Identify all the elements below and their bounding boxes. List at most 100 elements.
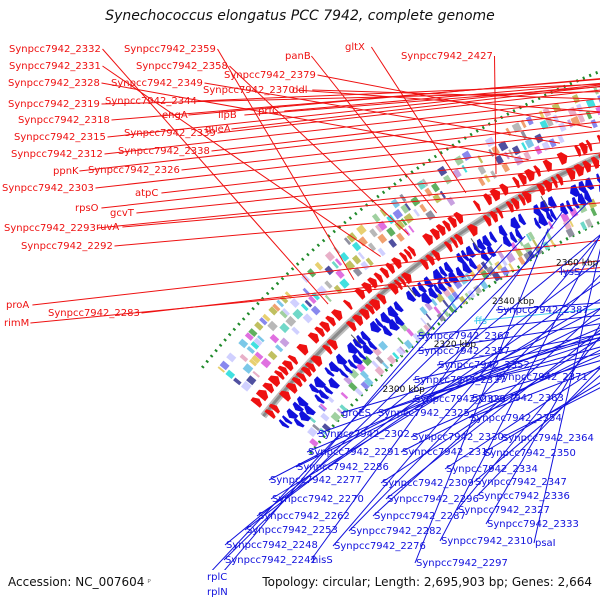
forward-gene-arrow[interactable] — [585, 139, 593, 152]
reverse-gene-arrow[interactable] — [509, 231, 518, 244]
reverse-gene-arrow[interactable] — [382, 325, 393, 337]
forward-gene-arrow[interactable] — [277, 365, 289, 376]
reverse-gene-arrow[interactable] — [572, 196, 580, 209]
reverse-gene-arrow[interactable] — [545, 210, 554, 223]
reverse-gene-label[interactable]: Synpcc7942_2325 — [378, 408, 470, 419]
reverse-gene-label[interactable]: Synpcc7942_2248 — [226, 540, 318, 551]
forward-gene-arrow[interactable] — [342, 299, 353, 310]
reverse-gene-arrow[interactable] — [322, 384, 334, 395]
forward-gene-label[interactable]: Synpcc7942_2358 — [136, 61, 228, 72]
forward-gene-arrow[interactable] — [379, 267, 390, 279]
forward-gene-arrow[interactable] — [268, 403, 280, 414]
forward-gene-arrow[interactable] — [319, 321, 331, 333]
reverse-gene-label[interactable]: ffs — [475, 316, 487, 327]
reverse-gene-arrow[interactable] — [549, 208, 558, 221]
forward-gene-arrow[interactable] — [291, 377, 303, 388]
reverse-gene-arrow[interactable] — [297, 396, 309, 407]
forward-gene-arrow[interactable] — [326, 339, 338, 351]
forward-gene-arrow[interactable] — [305, 362, 316, 373]
reverse-gene-arrow[interactable] — [299, 410, 311, 422]
reverse-gene-label[interactable]: Synpcc7942_2350 — [484, 448, 576, 459]
reverse-gene-arrow[interactable] — [421, 291, 433, 304]
forward-gene-label[interactable]: Synpcc7942_2344 — [105, 96, 197, 107]
forward-gene-arrow[interactable] — [364, 303, 375, 315]
reverse-gene-arrow[interactable] — [456, 252, 466, 265]
reverse-gene-label[interactable]: Synpcc7942_2282 — [350, 526, 442, 537]
reverse-gene-label[interactable]: rplN — [207, 587, 228, 598]
reverse-gene-label[interactable]: Synpcc7942_2363 — [472, 393, 564, 404]
reverse-gene-arrow[interactable] — [347, 359, 358, 369]
reverse-gene-arrow[interactable] — [443, 261, 454, 274]
reverse-gene-label[interactable]: rplC — [207, 572, 227, 583]
forward-gene-label[interactable]: engA — [162, 110, 188, 121]
forward-gene-label[interactable]: ppnK — [53, 166, 79, 177]
reverse-gene-label[interactable]: Synpcc7942_2327 — [458, 505, 550, 516]
forward-gene-arrow[interactable] — [407, 245, 417, 257]
forward-gene-label[interactable]: Synpcc7942_2427 — [401, 51, 493, 62]
reverse-gene-arrow[interactable] — [538, 213, 549, 227]
forward-gene-label[interactable]: lipB — [218, 110, 237, 121]
pin-icon[interactable]: ᴾ — [147, 579, 151, 589]
forward-gene-arrow[interactable] — [521, 191, 532, 204]
reverse-gene-arrow[interactable] — [360, 330, 371, 342]
reverse-gene-label[interactable]: Synpcc7942_2333 — [487, 519, 579, 530]
forward-gene-arrow[interactable] — [489, 188, 501, 202]
forward-gene-label[interactable]: Synpcc7942_2303 — [2, 183, 94, 194]
forward-gene-arrow[interactable] — [376, 293, 387, 305]
forward-gene-arrow[interactable] — [354, 288, 366, 300]
forward-gene-label[interactable]: Synpcc7942_2338 — [118, 146, 210, 157]
reverse-gene-arrow[interactable] — [433, 268, 444, 282]
forward-gene-arrow[interactable] — [373, 272, 384, 284]
forward-gene-arrow[interactable] — [262, 382, 275, 394]
forward-gene-arrow[interactable] — [419, 258, 429, 271]
reverse-gene-arrow[interactable] — [540, 200, 551, 213]
forward-gene-arrow[interactable] — [447, 216, 457, 229]
reverse-gene-arrow[interactable] — [518, 213, 527, 226]
reverse-gene-arrow[interactable] — [352, 338, 363, 349]
reverse-gene-label[interactable]: Synpcc7942_2337 — [414, 375, 506, 386]
reverse-gene-arrow[interactable] — [411, 286, 422, 298]
reverse-gene-arrow[interactable] — [292, 401, 304, 412]
forward-gene-arrow[interactable] — [274, 370, 285, 380]
reverse-gene-arrow[interactable] — [387, 305, 399, 318]
forward-gene-arrow[interactable] — [345, 320, 357, 332]
reverse-gene-arrow[interactable] — [356, 350, 367, 360]
reverse-gene-arrow[interactable] — [482, 234, 492, 247]
forward-gene-arrow[interactable] — [442, 220, 452, 232]
forward-gene-label[interactable]: gcvT — [110, 208, 135, 219]
reverse-gene-arrow[interactable] — [352, 353, 363, 365]
forward-gene-arrow[interactable] — [310, 355, 323, 367]
reverse-gene-label[interactable]: lysS — [560, 267, 580, 278]
forward-gene-arrow[interactable] — [403, 248, 413, 260]
forward-gene-label[interactable]: Synpcc7942_2379 — [224, 70, 316, 81]
reverse-gene-label[interactable]: hisS — [312, 555, 333, 566]
reverse-gene-arrow[interactable] — [423, 276, 434, 288]
reverse-gene-label[interactable]: Synpcc7942_2302 — [318, 429, 410, 440]
reverse-gene-label[interactable]: groES — [342, 408, 371, 419]
reverse-gene-arrow[interactable] — [314, 376, 326, 388]
reverse-gene-label[interactable]: Synpcc7942_2336 — [478, 491, 570, 502]
forward-gene-arrow[interactable] — [397, 276, 407, 287]
reverse-gene-label[interactable]: Synpcc7942_2291 — [308, 447, 400, 458]
reverse-gene-arrow[interactable] — [367, 339, 378, 350]
forward-gene-arrow[interactable] — [287, 354, 299, 365]
forward-gene-label[interactable]: prfC — [258, 106, 279, 117]
reverse-gene-label[interactable]: Synpcc7942_2354 — [470, 413, 562, 424]
forward-gene-arrow[interactable] — [596, 134, 600, 147]
forward-gene-label[interactable]: Synpcc7942_2331 — [9, 61, 101, 72]
reverse-gene-arrow[interactable] — [380, 311, 392, 324]
reverse-gene-label[interactable]: Synpcc7942_2371 — [496, 372, 588, 383]
forward-gene-label[interactable]: Synpcc7942_2326 — [88, 165, 180, 176]
reverse-gene-arrow[interactable] — [510, 216, 521, 230]
reverse-gene-arrow[interactable] — [278, 419, 290, 429]
reverse-gene-arrow[interactable] — [476, 238, 487, 251]
reverse-gene-arrow[interactable] — [336, 353, 348, 366]
forward-gene-label[interactable]: Synpcc7942_2292 — [21, 241, 113, 252]
reverse-gene-arrow[interactable] — [487, 245, 497, 257]
forward-gene-arrow[interactable] — [385, 262, 396, 274]
forward-gene-label[interactable]: atpC — [135, 188, 158, 199]
forward-gene-arrow[interactable] — [517, 194, 526, 206]
forward-gene-label[interactable]: rpsO — [75, 203, 99, 214]
forward-gene-label[interactable]: ddl — [292, 85, 307, 96]
reverse-gene-arrow[interactable] — [374, 318, 385, 329]
